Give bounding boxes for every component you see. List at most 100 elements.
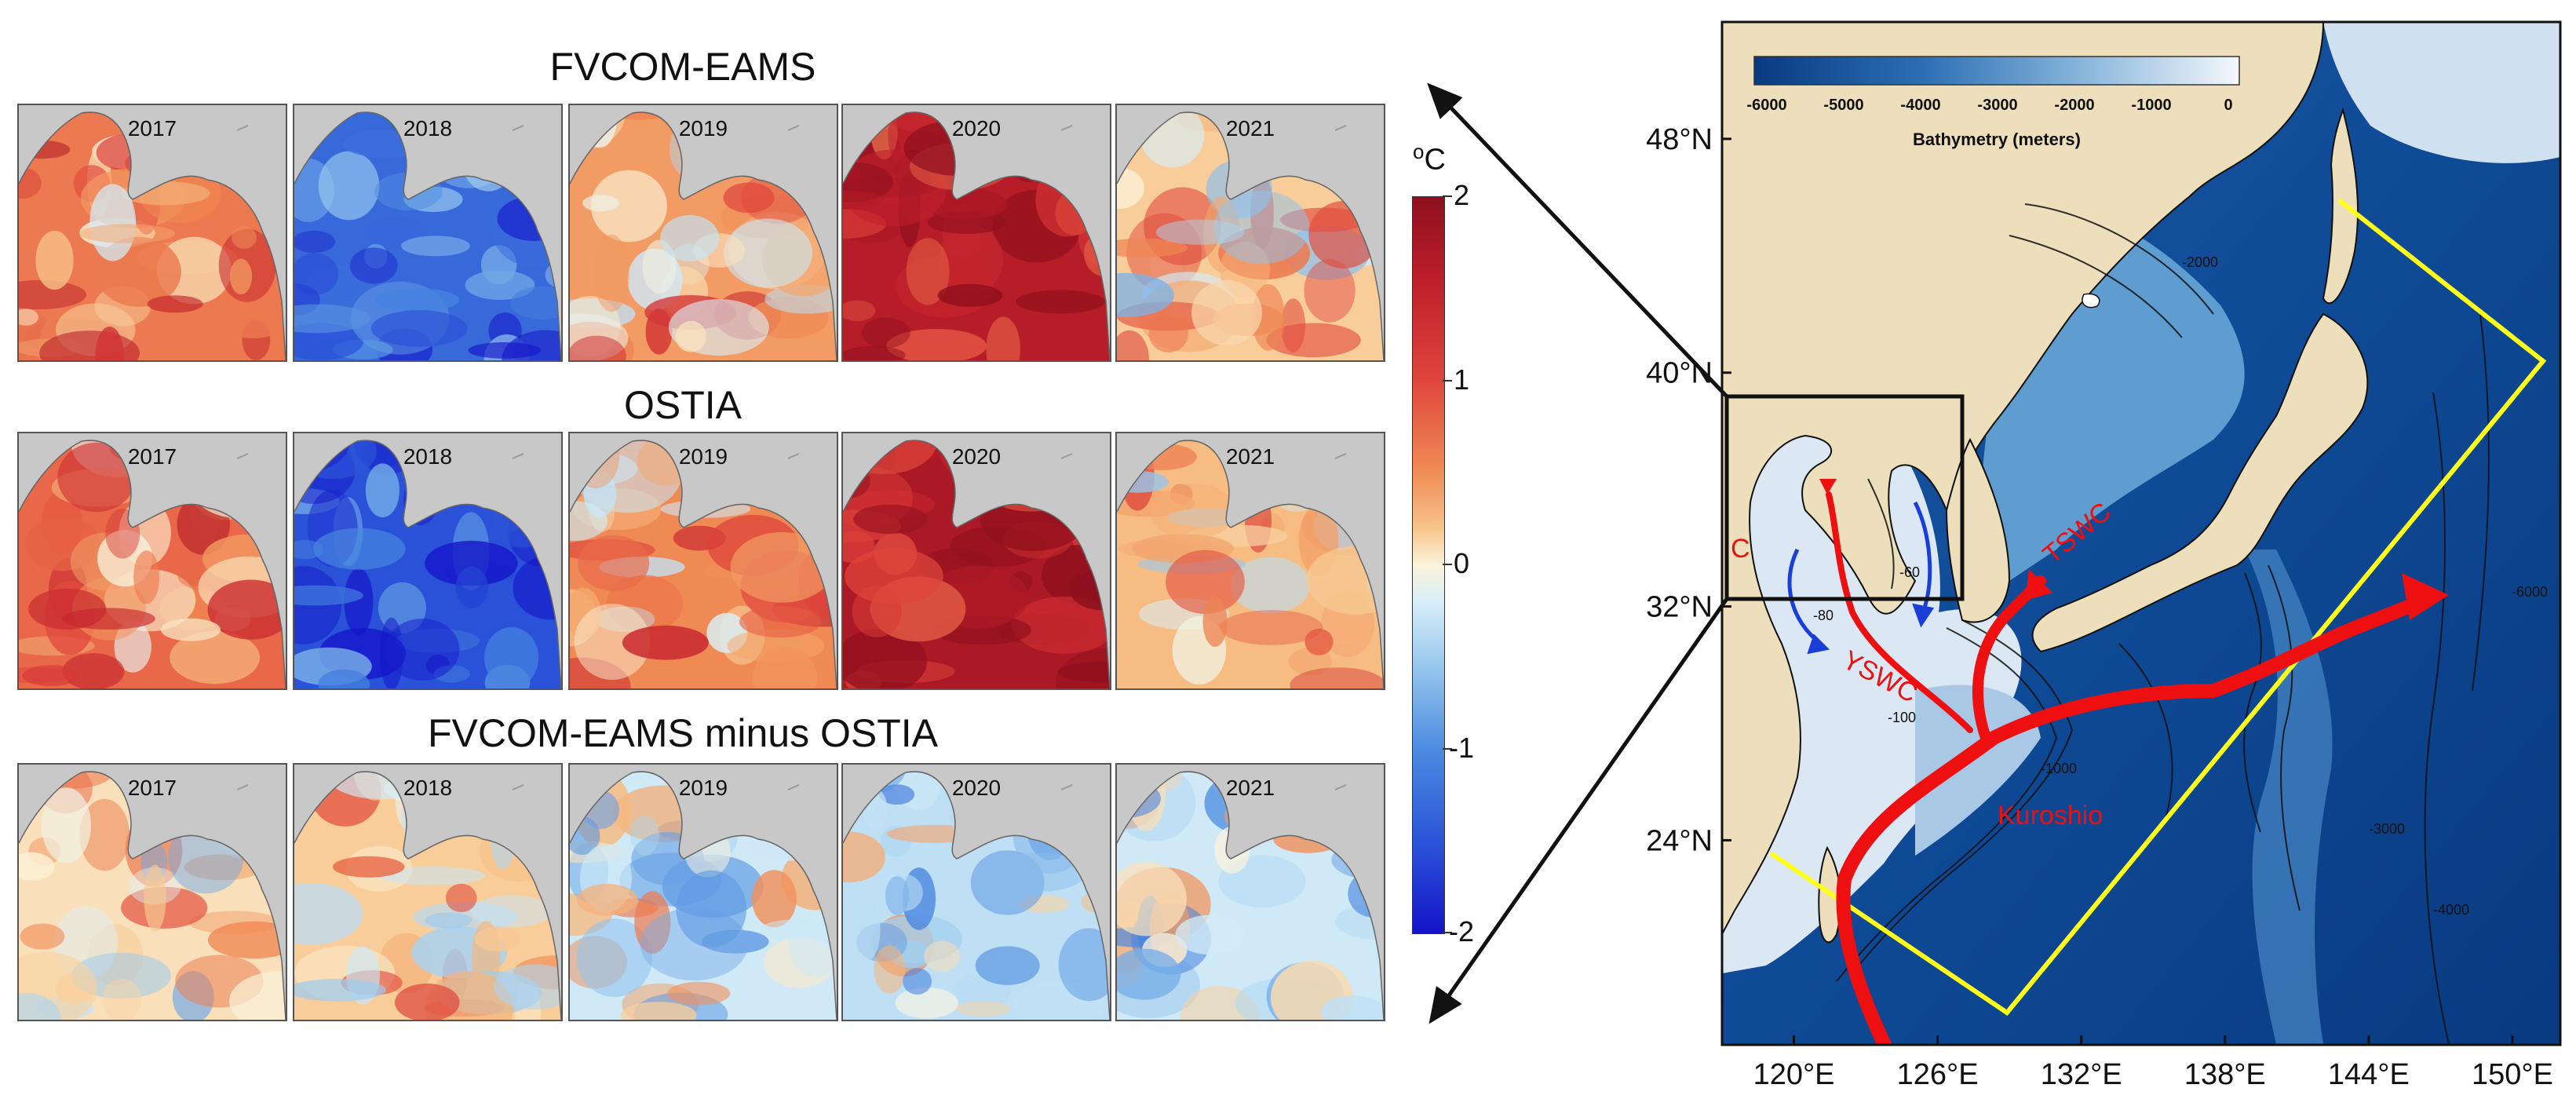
panel-year-label: 2018 <box>403 444 453 469</box>
sst-field <box>570 440 837 688</box>
bathymetry-title: Bathymetry (meters) <box>1913 130 2081 149</box>
svg-text:-4000: -4000 <box>2433 902 2469 918</box>
panel-year-label: 2018 <box>403 776 453 800</box>
lon-label: 150°E <box>2472 1058 2553 1091</box>
lat-label: 40°N <box>1646 357 1713 390</box>
sst-field <box>843 111 1110 360</box>
colorbar-tick <box>1443 932 1452 933</box>
sakhalin-island <box>2322 107 2359 305</box>
lat-label: 32°N <box>1646 591 1713 624</box>
zoom-arrow-bottom <box>1428 597 1729 1024</box>
colorbar-tick <box>1443 747 1452 750</box>
bathymetry-contours <box>1836 203 2490 1045</box>
panel-year-label: 2019 <box>678 776 728 800</box>
bathymetry-colorbar: -6000 -5000 -4000 -3000 -2000 -1000 0 Bathymet… <box>1746 56 2240 149</box>
sst-panel-model-2020: 2020 <box>841 104 1111 362</box>
row-title-diff: FVCOM-EAMS minus OSTIA <box>427 711 939 755</box>
sst-field <box>294 111 561 360</box>
sst-panel-obs-2017: 2017 <box>17 432 287 690</box>
panel-year-label: 2019 <box>678 444 728 469</box>
panel-year-label: 2021 <box>1225 444 1275 469</box>
contour-labels: -1000 -2000 -3000 -4000 -6000 -60 -80 -1… <box>1813 254 2548 918</box>
panel-year-label: 2017 <box>127 116 177 141</box>
sst-panel-diff-2020: 2020 <box>841 763 1111 1021</box>
sst-field <box>294 440 561 688</box>
panel-year-label: 2017 <box>127 776 177 800</box>
longitude-labels: 120°E 126°E 132°E 138°E 144°E 150°E <box>1753 1035 2553 1091</box>
colorbar-tick <box>1443 379 1452 382</box>
colorbar-tick <box>1443 195 1452 197</box>
label-c: C <box>1731 534 1750 564</box>
japanese-archipelago <box>2031 312 2369 653</box>
bathymetry-tick-label: -5000 <box>1823 97 1863 114</box>
lon-label: 138°E <box>2184 1058 2266 1091</box>
sst-field <box>19 440 286 688</box>
colorbar-tick-label: -1 <box>1448 731 1474 764</box>
sst-panel-diff-2018: 2018 <box>293 763 563 1021</box>
asian-mainland <box>1722 22 2325 935</box>
panel-year-label: 2018 <box>403 116 453 141</box>
colorbar-tick-label: 0 <box>1453 547 1470 579</box>
lon-label: 120°E <box>1753 1058 1835 1091</box>
bathymetry-tick-label: 0 <box>2224 97 2232 114</box>
label-kuroshio: Kuroshio <box>1998 801 2103 831</box>
panel-year-label: 2021 <box>1225 776 1275 800</box>
lon-label: 144°E <box>2328 1058 2410 1091</box>
latitude-labels: 48°N 40°N 32°N 24°N <box>1646 123 1731 857</box>
lake <box>2082 293 2100 309</box>
map-frame <box>1720 20 2562 1046</box>
svg-text:-80: -80 <box>1813 608 1833 623</box>
sst-panel-model-2018: 2018 <box>293 104 563 362</box>
panel-year-label: 2017 <box>127 444 177 469</box>
sst-panel-model-2019: 2019 <box>568 104 838 362</box>
panel-year-label: 2021 <box>1225 116 1275 141</box>
lon-label: 126°E <box>1897 1058 1979 1091</box>
panel-year-label: 2019 <box>678 116 728 141</box>
sst-field <box>19 771 286 1020</box>
colorbar-tick-label: 1 <box>1453 363 1470 396</box>
sst-field <box>1117 440 1384 688</box>
sst-anomaly-colorbar <box>1412 196 1445 934</box>
colorbar-tick <box>1443 564 1452 565</box>
colorbar-unit: oC <box>1413 140 1446 177</box>
bathymetry-tick-label: -1000 <box>2131 97 2171 114</box>
bathymetry-tick-label: -2000 <box>2054 97 2094 114</box>
lat-label: 48°N <box>1646 123 1713 156</box>
kuroshio-current-arrows <box>1819 479 2449 1045</box>
svg-text:-3000: -3000 <box>2369 821 2405 837</box>
svg-text:-6000: -6000 <box>2512 584 2548 600</box>
sst-panel-diff-2021: 2021 <box>1115 763 1385 1021</box>
colorbar-tick-label: -2 <box>1448 915 1474 947</box>
svg-text:-2000: -2000 <box>2182 254 2218 270</box>
sst-field <box>294 771 561 1020</box>
sst-panel-model-2017: 2017 <box>17 104 287 362</box>
izu-bonin-ridge <box>2245 550 2333 1044</box>
sst-panel-model-2021: 2021 <box>1115 104 1385 362</box>
sst-panel-obs-2020: 2020 <box>841 432 1111 690</box>
sst-panel-diff-2019: 2019 <box>568 763 838 1021</box>
study-region-box <box>1724 394 1965 601</box>
svg-text:-100: -100 <box>1888 710 1916 725</box>
sst-field <box>843 440 1110 688</box>
sea-of-okhotsk <box>2323 22 2560 163</box>
bathymetry-tick-label: -3000 <box>1977 97 2017 114</box>
zoom-arrow-top <box>1427 82 1728 398</box>
lat-label: 24°N <box>1646 824 1713 857</box>
sst-field <box>570 111 837 360</box>
bathymetry-tick-label: -6000 <box>1746 97 1786 114</box>
sst-panel-obs-2019: 2019 <box>568 432 838 690</box>
lon-label: 132°E <box>2041 1058 2122 1091</box>
row-title-model: FVCOM-EAMS <box>549 45 816 89</box>
east-china-sea-shelf <box>1722 424 2022 973</box>
panel-year-label: 2020 <box>951 116 1002 141</box>
sst-field <box>570 771 837 1020</box>
svg-text:-1000: -1000 <box>2041 761 2077 776</box>
sst-panel-obs-2021: 2021 <box>1115 432 1385 690</box>
model-domain-outline <box>1769 198 2547 1017</box>
panel-year-label: 2020 <box>951 444 1002 469</box>
bathymetry-tick-label: -4000 <box>1900 97 1940 114</box>
svg-text:-60: -60 <box>1899 564 1920 580</box>
sst-field <box>1117 111 1384 360</box>
sst-field <box>843 771 1110 1020</box>
